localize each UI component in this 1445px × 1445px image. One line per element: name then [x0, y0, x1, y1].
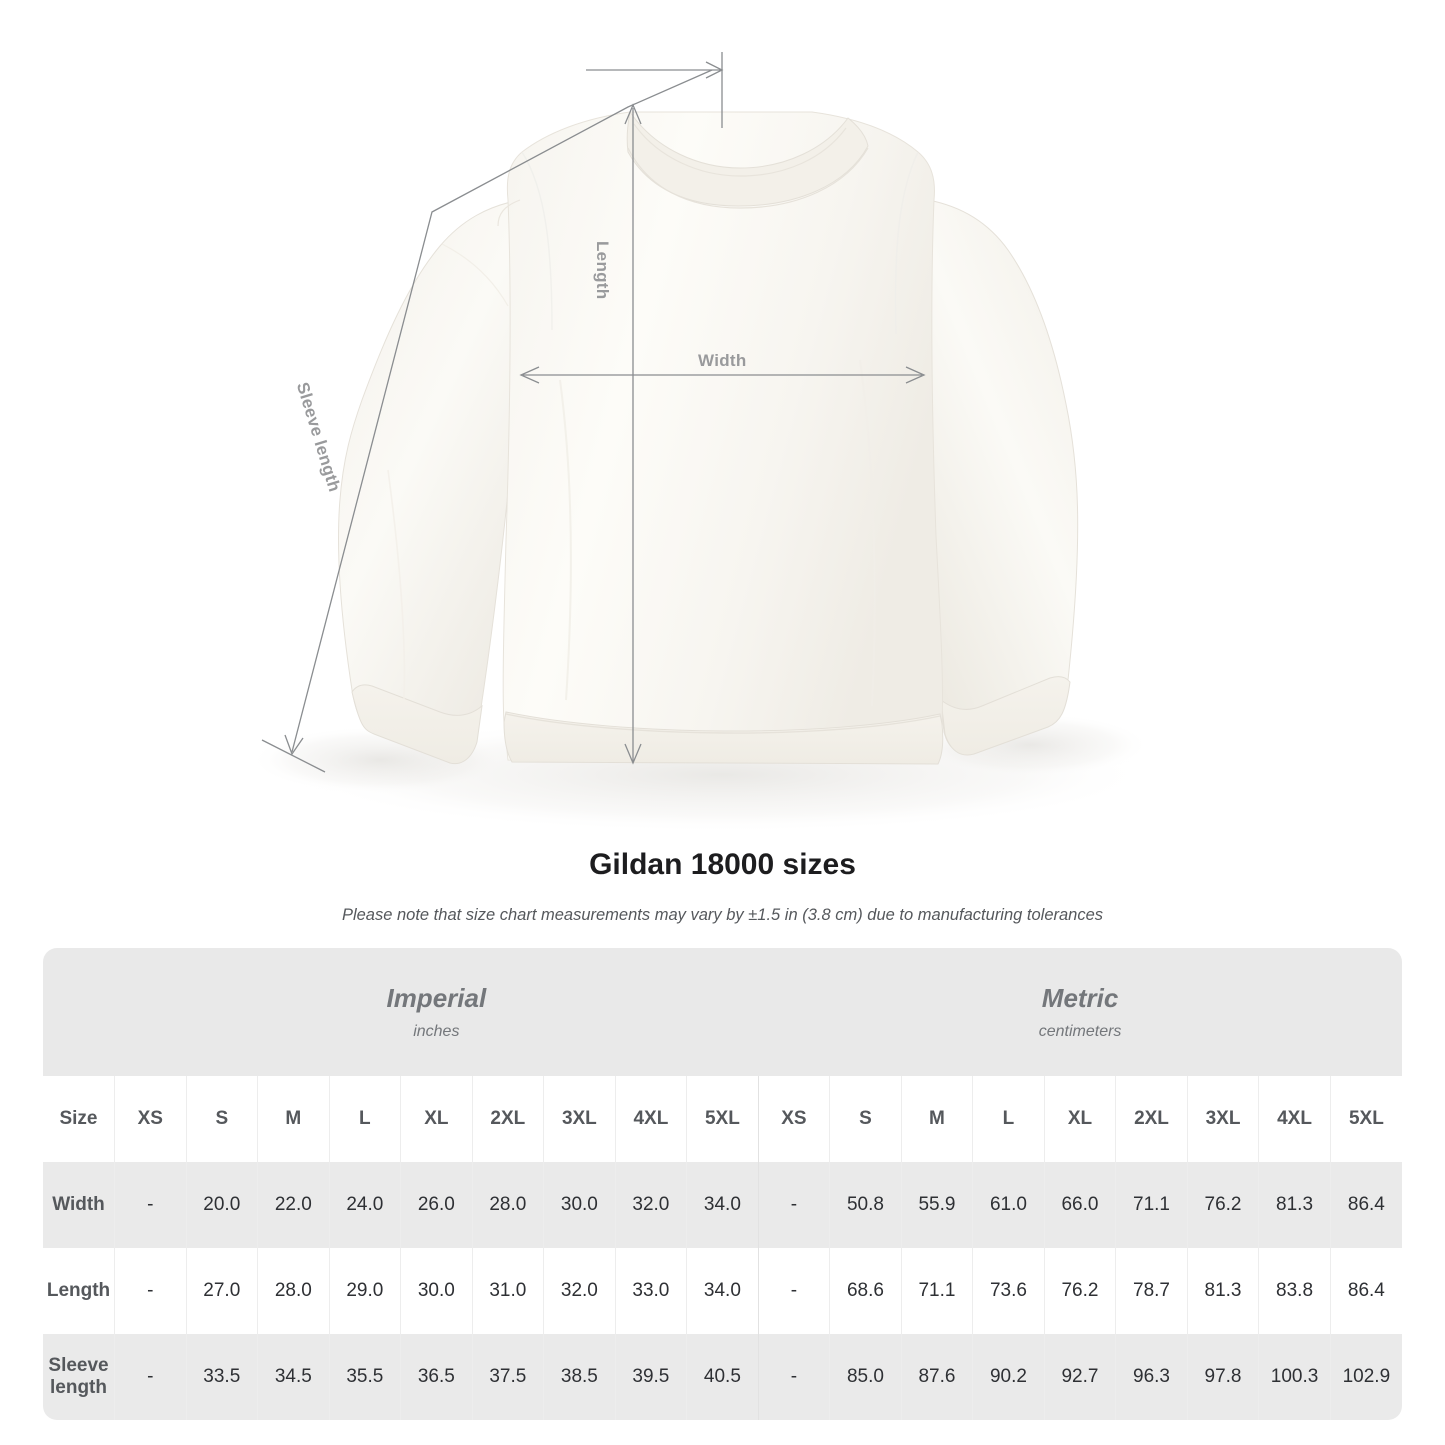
cell-width-metric-m: 55.9: [900, 1162, 973, 1248]
metric-unit-sub: centimeters: [1038, 1022, 1122, 1040]
sweatshirt-illustration: [250, 52, 1152, 833]
cell-sleeve-imperial-3xl: 38.5: [543, 1334, 616, 1420]
cell-length-metric-4xl: 83.8: [1258, 1248, 1331, 1334]
size-header-imperial-4xl: 4XL: [614, 1076, 687, 1162]
table-row-width: Width - 20.0 22.0 24.0 26.0 28.0 30.0 32…: [43, 1162, 1402, 1248]
garment-diagram: Length Width Sleeve length: [250, 52, 1152, 833]
cell-width-imperial-xl: 26.0: [400, 1162, 473, 1248]
size-header-imperial-2xl: 2XL: [471, 1076, 544, 1162]
cell-width-imperial-m: 22.0: [257, 1162, 330, 1248]
cell-width-imperial-4xl: 32.0: [614, 1162, 687, 1248]
unit-banner-row: Imperial inches Metric centimeters: [43, 948, 1402, 1076]
metric-unit-header: Metric centimeters: [758, 948, 1402, 1076]
size-header-imperial-xs: XS: [114, 1076, 187, 1162]
imperial-unit-sub: inches: [413, 1022, 460, 1040]
cell-sleeve-metric-xl: 92.7: [1043, 1334, 1116, 1420]
size-header-row: Size XS S M L XL 2XL 3XL 4XL 5XL XS S M …: [43, 1076, 1402, 1162]
cell-width-metric-2xl: 71.1: [1115, 1162, 1188, 1248]
cell-length-metric-xl: 76.2: [1043, 1248, 1116, 1334]
cell-length-imperial-m: 28.0: [257, 1248, 330, 1334]
cell-length-metric-5xl: 86.4: [1329, 1248, 1402, 1334]
cell-sleeve-imperial-xs: -: [114, 1334, 187, 1420]
row-label-sleeve-length: Sleeve length: [43, 1334, 115, 1420]
row-label-width: Width: [43, 1162, 115, 1248]
size-header-metric-s: S: [829, 1076, 902, 1162]
cell-length-metric-l: 73.6: [972, 1248, 1045, 1334]
imperial-unit-name: Imperial: [386, 982, 487, 1013]
cell-width-metric-xl: 66.0: [1043, 1162, 1116, 1248]
cell-width-imperial-s: 20.0: [185, 1162, 258, 1248]
size-header-imperial-5xl: 5XL: [686, 1076, 759, 1162]
cell-length-metric-s: 68.6: [829, 1248, 902, 1334]
cell-width-imperial-2xl: 28.0: [471, 1162, 544, 1248]
cell-width-imperial-3xl: 30.0: [543, 1162, 616, 1248]
cell-sleeve-imperial-5xl: 40.5: [686, 1334, 759, 1420]
size-header-imperial-xl: XL: [400, 1076, 473, 1162]
size-header-imperial-s: S: [185, 1076, 258, 1162]
cell-sleeve-metric-xs: -: [757, 1334, 830, 1420]
size-chart-table-wrapper: Imperial inches Metric centimeters Size …: [43, 948, 1402, 1420]
cell-width-metric-s: 50.8: [829, 1162, 902, 1248]
cell-length-imperial-5xl: 34.0: [686, 1248, 759, 1334]
size-header-imperial-3xl: 3XL: [543, 1076, 616, 1162]
size-header-metric-3xl: 3XL: [1186, 1076, 1259, 1162]
size-header-metric-m: M: [900, 1076, 973, 1162]
width-dimension-label: Width: [698, 351, 747, 370]
cell-width-metric-4xl: 81.3: [1258, 1162, 1331, 1248]
cell-width-metric-l: 61.0: [972, 1162, 1045, 1248]
cell-sleeve-imperial-4xl: 39.5: [614, 1334, 687, 1420]
size-corner-label: Size: [43, 1076, 115, 1162]
cell-length-metric-m: 71.1: [900, 1248, 973, 1334]
title-block: Gildan 18000 sizes Please note that size…: [0, 845, 1445, 926]
cell-width-metric-3xl: 76.2: [1186, 1162, 1259, 1248]
table-row-sleeve-length: Sleeve length - 33.5 34.5 35.5 36.5 37.5…: [43, 1334, 1402, 1420]
cell-width-imperial-l: 24.0: [328, 1162, 401, 1248]
cell-length-imperial-2xl: 31.0: [471, 1248, 544, 1334]
cell-length-metric-3xl: 81.3: [1186, 1248, 1259, 1334]
cell-sleeve-imperial-xl: 36.5: [400, 1334, 473, 1420]
cell-width-metric-5xl: 86.4: [1329, 1162, 1402, 1248]
size-header-metric-xs: XS: [757, 1076, 830, 1162]
size-header-metric-5xl: 5XL: [1329, 1076, 1402, 1162]
cell-length-imperial-4xl: 33.0: [614, 1248, 687, 1334]
cell-width-metric-xs: -: [757, 1162, 830, 1248]
size-header-metric-l: L: [972, 1076, 1045, 1162]
cell-length-imperial-3xl: 32.0: [543, 1248, 616, 1334]
cell-sleeve-imperial-2xl: 37.5: [471, 1334, 544, 1420]
cell-length-imperial-l: 29.0: [328, 1248, 401, 1334]
cell-sleeve-metric-5xl: 102.9: [1329, 1334, 1402, 1420]
size-header-imperial-m: M: [257, 1076, 330, 1162]
cell-sleeve-metric-4xl: 100.3: [1258, 1334, 1331, 1420]
row-label-length: Length: [43, 1248, 115, 1334]
cell-sleeve-imperial-s: 33.5: [185, 1334, 258, 1420]
unit-banner-spacer: [43, 948, 115, 1076]
cell-length-imperial-xs: -: [114, 1248, 187, 1334]
cell-sleeve-imperial-l: 35.5: [328, 1334, 401, 1420]
cell-length-metric-xs: -: [757, 1248, 830, 1334]
metric-unit-name: Metric: [1041, 982, 1119, 1013]
cell-sleeve-metric-s: 85.0: [829, 1334, 902, 1420]
cell-length-imperial-xl: 30.0: [400, 1248, 473, 1334]
table-row-length: Length - 27.0 28.0 29.0 30.0 31.0 32.0 3…: [43, 1248, 1402, 1334]
page-title: Gildan 18000 sizes: [589, 848, 856, 881]
length-dimension-label: Length: [593, 241, 612, 300]
cell-width-imperial-5xl: 34.0: [686, 1162, 759, 1248]
cell-length-metric-2xl: 78.7: [1115, 1248, 1188, 1334]
size-header-imperial-l: L: [328, 1076, 401, 1162]
tolerance-note: Please note that size chart measurements…: [341, 906, 1104, 924]
size-header-metric-4xl: 4XL: [1258, 1076, 1331, 1162]
cell-sleeve-metric-3xl: 97.8: [1186, 1334, 1259, 1420]
size-header-metric-2xl: 2XL: [1115, 1076, 1188, 1162]
cell-width-imperial-xs: -: [114, 1162, 187, 1248]
cell-length-imperial-s: 27.0: [185, 1248, 258, 1334]
imperial-unit-header: Imperial inches: [114, 948, 759, 1076]
size-chart-table: Imperial inches Metric centimeters Size …: [43, 948, 1402, 1420]
cell-sleeve-imperial-m: 34.5: [257, 1334, 330, 1420]
cell-sleeve-metric-m: 87.6: [900, 1334, 973, 1420]
size-header-metric-xl: XL: [1043, 1076, 1116, 1162]
cell-sleeve-metric-2xl: 96.3: [1115, 1334, 1188, 1420]
cell-sleeve-metric-l: 90.2: [972, 1334, 1045, 1420]
